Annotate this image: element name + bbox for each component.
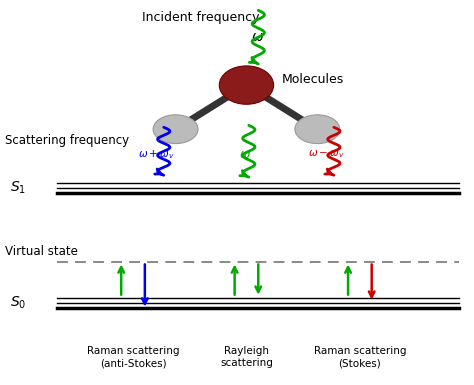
Text: Incident frequency: Incident frequency (143, 12, 260, 25)
Text: Rayleigh: Rayleigh (224, 346, 269, 356)
Text: $\omega+\omega_v$: $\omega+\omega_v$ (138, 148, 174, 161)
Ellipse shape (219, 66, 273, 104)
Text: Raman scattering: Raman scattering (314, 346, 406, 356)
Text: Raman scattering: Raman scattering (87, 346, 179, 356)
Ellipse shape (295, 115, 340, 144)
Text: $\omega$: $\omega$ (239, 147, 251, 161)
Text: (anti-Stokes): (anti-Stokes) (100, 358, 166, 368)
Text: Scattering frequency: Scattering frequency (5, 134, 129, 147)
Ellipse shape (153, 115, 198, 144)
Text: Virtual state: Virtual state (5, 246, 78, 258)
Text: $\omega$: $\omega$ (251, 30, 264, 44)
Text: $\omega-\omega_v$: $\omega-\omega_v$ (308, 148, 345, 160)
Text: $S_1$: $S_1$ (10, 179, 26, 196)
Text: Molecules: Molecules (282, 73, 344, 86)
Text: (Stokes): (Stokes) (338, 358, 381, 368)
Text: $S_0$: $S_0$ (10, 295, 27, 311)
Text: scattering: scattering (220, 358, 273, 368)
